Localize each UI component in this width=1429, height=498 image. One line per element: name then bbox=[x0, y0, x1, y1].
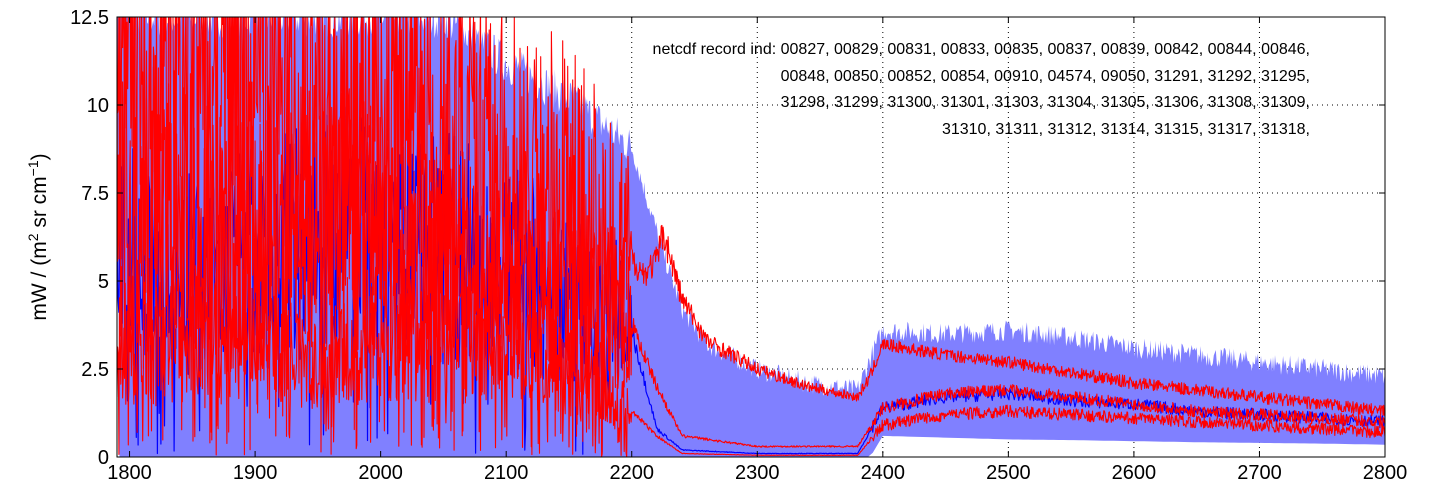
annotation-line: 31298, 31299, 31300, 31301, 31303, 31304… bbox=[781, 94, 1310, 111]
annotation-line: 00848, 00850, 00852, 00854, 00910, 04574… bbox=[781, 68, 1310, 85]
x-tick-label: 2400 bbox=[861, 462, 906, 484]
x-axis: 1800 1900 2000 2100 2200 2300 2400 2500 2600 2700… bbox=[107, 17, 1407, 484]
x-tick-label: 2600 bbox=[1112, 462, 1157, 484]
x-tick-label: 2300 bbox=[735, 462, 780, 484]
x-tick-label: 1800 bbox=[107, 462, 152, 484]
y-axis-title: mW / (m2 sr cm−1) bbox=[25, 153, 51, 320]
x-tick-label: 2200 bbox=[609, 462, 654, 484]
y-tick-label: 5 bbox=[98, 271, 109, 293]
record-index-annotation: netcdf record ind: 00827, 00829, 00831, … bbox=[653, 41, 1310, 138]
y-tick-label: 7.5 bbox=[81, 183, 109, 205]
y-axis: 0 2.5 5 7.5 10 12.5 bbox=[70, 7, 1385, 469]
x-tick-label: 1900 bbox=[233, 462, 278, 484]
record-radiance-line bbox=[117, 258, 1385, 457]
plot-area bbox=[117, 17, 1385, 457]
x-tick-label: 2100 bbox=[484, 462, 529, 484]
y-tick-label: 0 bbox=[98, 447, 109, 469]
axes-frame bbox=[116, 16, 1386, 458]
record-radiance-line bbox=[117, 17, 1385, 457]
x-tick-label: 2000 bbox=[358, 462, 403, 484]
record-radiance-line bbox=[117, 62, 1385, 456]
annotation-line: 31310, 31311, 31312, 31314, 31315, 31317… bbox=[942, 121, 1310, 138]
x-tick-label: 2700 bbox=[1237, 462, 1282, 484]
y-tick-label: 10 bbox=[87, 95, 109, 117]
x-tick-label: 2800 bbox=[1363, 462, 1408, 484]
y-tick-label: 2.5 bbox=[81, 359, 109, 381]
y-tick-label: 12.5 bbox=[70, 7, 109, 29]
annotation-line: netcdf record ind: 00827, 00829, 00831, … bbox=[653, 41, 1310, 58]
x-tick-label: 2500 bbox=[986, 462, 1031, 484]
